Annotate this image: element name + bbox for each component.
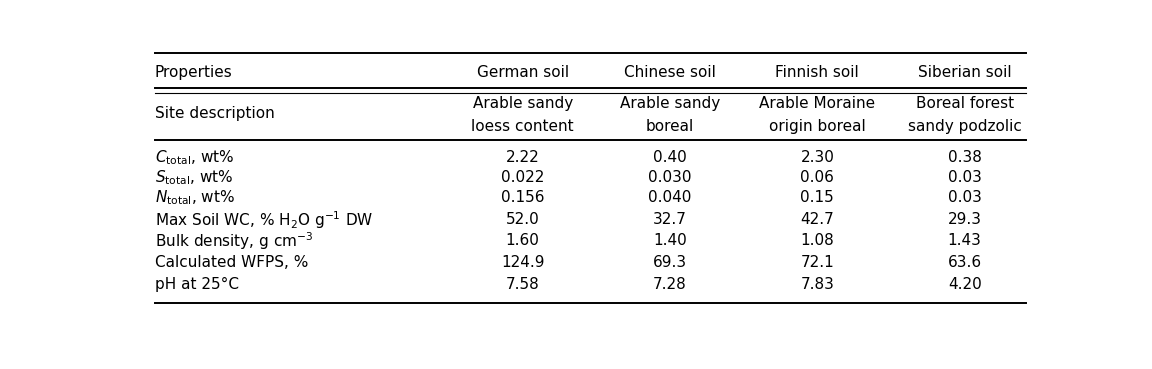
Text: 1.60: 1.60 <box>506 234 539 248</box>
Text: 7.83: 7.83 <box>801 277 834 292</box>
Text: Arable sandy: Arable sandy <box>472 96 573 111</box>
Text: 72.1: 72.1 <box>801 255 834 270</box>
Text: $\mathit{S}_{\mathrm{total}}$, wt%: $\mathit{S}_{\mathrm{total}}$, wt% <box>154 169 233 187</box>
Text: Arable Moraine: Arable Moraine <box>759 96 876 111</box>
Text: Properties: Properties <box>154 65 233 80</box>
Text: 2.22: 2.22 <box>506 151 539 165</box>
Text: loess content: loess content <box>471 119 574 134</box>
Text: pH at 25°C: pH at 25°C <box>154 277 238 292</box>
Text: 0.06: 0.06 <box>801 170 834 185</box>
Text: 52.0: 52.0 <box>506 213 539 227</box>
Text: 0.040: 0.040 <box>649 190 691 205</box>
Text: 0.022: 0.022 <box>501 170 545 185</box>
Text: Bulk density, g cm$^{-3}$: Bulk density, g cm$^{-3}$ <box>154 230 313 252</box>
Text: 0.03: 0.03 <box>948 190 982 205</box>
Text: 1.40: 1.40 <box>653 234 687 248</box>
Text: Boreal forest: Boreal forest <box>916 96 1014 111</box>
Text: Siberian soil: Siberian soil <box>918 65 1011 80</box>
Text: sandy podzolic: sandy podzolic <box>908 119 1022 134</box>
Text: Calculated WFPS, %: Calculated WFPS, % <box>154 255 308 270</box>
Text: boreal: boreal <box>646 119 695 134</box>
Text: 69.3: 69.3 <box>653 255 687 270</box>
Text: 42.7: 42.7 <box>801 213 834 227</box>
Text: Site description: Site description <box>154 106 274 121</box>
Text: 0.03: 0.03 <box>948 170 982 185</box>
Text: 1.08: 1.08 <box>801 234 834 248</box>
Text: origin boreal: origin boreal <box>770 119 865 134</box>
Text: $\mathit{N}_{\mathrm{total}}$, wt%: $\mathit{N}_{\mathrm{total}}$, wt% <box>154 188 235 207</box>
Text: Finnish soil: Finnish soil <box>775 65 859 80</box>
Text: $\mathit{C}_{\mathrm{total}}$, wt%: $\mathit{C}_{\mathrm{total}}$, wt% <box>154 149 234 167</box>
Text: 0.38: 0.38 <box>948 151 982 165</box>
Text: 7.28: 7.28 <box>653 277 687 292</box>
Text: 4.20: 4.20 <box>948 277 982 292</box>
Text: 32.7: 32.7 <box>653 213 687 227</box>
Text: 0.40: 0.40 <box>653 151 687 165</box>
Text: German soil: German soil <box>477 65 569 80</box>
Text: 2.30: 2.30 <box>801 151 834 165</box>
Text: Arable sandy: Arable sandy <box>620 96 720 111</box>
Text: 124.9: 124.9 <box>501 255 545 270</box>
Text: 7.58: 7.58 <box>506 277 539 292</box>
Text: 0.15: 0.15 <box>801 190 834 205</box>
Text: 29.3: 29.3 <box>948 213 982 227</box>
Text: Chinese soil: Chinese soil <box>624 65 717 80</box>
Text: 0.030: 0.030 <box>649 170 692 185</box>
Text: 63.6: 63.6 <box>948 255 982 270</box>
Text: Max Soil WC, % H$_{2}$O g$^{-1}$ DW: Max Soil WC, % H$_{2}$O g$^{-1}$ DW <box>154 209 373 231</box>
Text: 1.43: 1.43 <box>948 234 982 248</box>
Text: 0.156: 0.156 <box>501 190 545 205</box>
